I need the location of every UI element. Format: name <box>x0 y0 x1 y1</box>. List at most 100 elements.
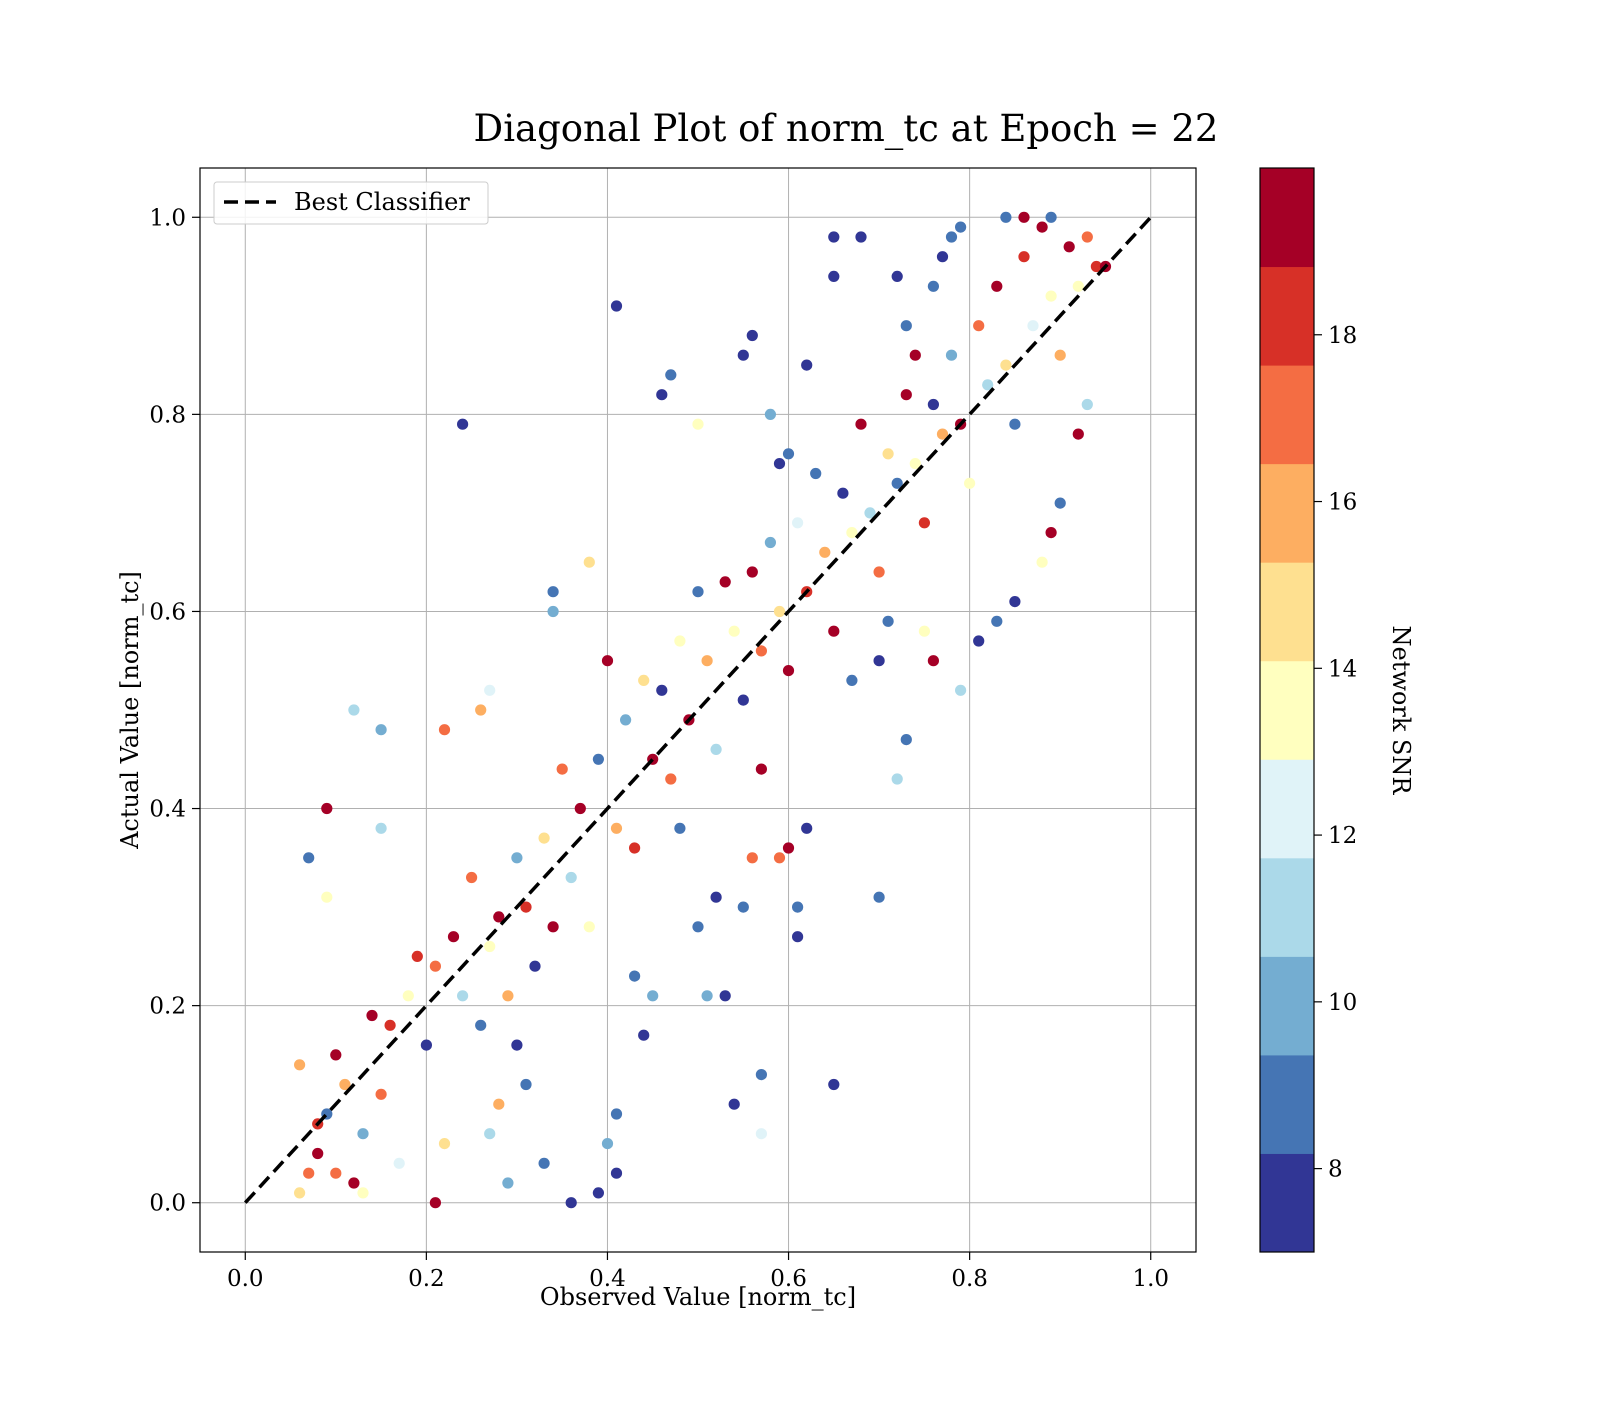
scatter-point <box>891 270 903 282</box>
scatter-point <box>620 714 632 726</box>
scatter-point <box>402 990 414 1002</box>
scatter-point <box>764 536 777 549</box>
scatter-point <box>900 734 912 746</box>
scatter-point <box>1045 527 1057 539</box>
scatter-point <box>511 1039 523 1051</box>
scatter-point <box>610 300 623 312</box>
scatter-point <box>565 1197 577 1209</box>
colorbar-tick-label: 16 <box>1328 490 1357 516</box>
scatter-point <box>909 349 921 361</box>
y-tick-label: 0.0 <box>149 1191 186 1217</box>
colorbar-tick-label: 10 <box>1328 990 1357 1016</box>
scatter-point <box>438 724 451 736</box>
scatter-point <box>773 852 786 864</box>
scatter-point <box>312 1147 324 1160</box>
scatter-point <box>538 1157 550 1169</box>
scatter-point <box>1036 221 1048 233</box>
scatter-point <box>1018 251 1030 263</box>
scatter-point <box>828 1078 840 1091</box>
scatter-point <box>1072 280 1084 292</box>
y-axis-label: Actual Value [norm_tc] <box>116 571 144 850</box>
colorbar-label: Network SNR <box>1387 626 1415 796</box>
scatter-point <box>701 655 713 667</box>
scatter-point <box>782 448 795 460</box>
scatter-point <box>547 605 559 618</box>
colorbar-frame <box>1259 167 1315 1253</box>
points-layer <box>294 211 1112 1209</box>
scatter-point <box>1009 418 1021 430</box>
scatter-point <box>601 1138 614 1150</box>
scatter-point <box>710 891 722 903</box>
scatter-point <box>755 763 768 775</box>
scatter-point <box>973 635 985 647</box>
x-tick-label: 0.8 <box>951 1266 988 1292</box>
scatter-point <box>882 448 894 460</box>
scatter-point <box>955 684 967 696</box>
scatter-point <box>719 576 731 588</box>
scatter-point <box>493 1098 505 1110</box>
legend-box <box>213 181 489 225</box>
scatter-point <box>574 802 586 815</box>
colorbar-segment <box>1260 266 1314 366</box>
scatter-point <box>918 625 931 637</box>
scatter-point <box>357 1128 369 1140</box>
colorbar-tick-label: 14 <box>1328 656 1357 682</box>
scatter-point <box>629 970 641 982</box>
scatter-point <box>891 477 903 489</box>
scatter-point <box>1081 231 1093 243</box>
legend-label: Best Classifier <box>294 188 470 216</box>
scatter-point <box>710 743 722 756</box>
scatter-point <box>964 477 976 489</box>
scatter-point <box>918 517 931 529</box>
scatter-point <box>348 1177 360 1189</box>
scatter-point <box>746 852 758 864</box>
colorbar-segment <box>1260 1153 1314 1253</box>
scatter-point <box>1036 556 1048 568</box>
colorbar-segment <box>1260 463 1314 563</box>
scatter-point <box>737 901 749 913</box>
scatter-point <box>927 280 940 292</box>
scatter-point <box>746 329 758 342</box>
scatter-point <box>629 842 641 854</box>
scatter-point <box>927 655 940 667</box>
best-classifier-line <box>243 216 1153 1204</box>
scatter-point <box>393 1157 405 1169</box>
scatter-point <box>692 418 704 430</box>
scatter-point <box>475 1019 487 1031</box>
scatter-point <box>782 842 795 854</box>
scatter-point <box>565 871 577 884</box>
scatter-point <box>674 822 686 834</box>
scatter-point <box>583 921 595 933</box>
x-axis-ticks: 0.0 0.2 0.4 0.6 0.8 1.0 <box>227 1252 1169 1292</box>
scatter-point <box>1063 241 1075 253</box>
colorbar-segment <box>1260 660 1314 760</box>
colorbar-tick-label: 12 <box>1328 823 1357 849</box>
scatter-point <box>1072 428 1084 440</box>
scatter-point <box>991 280 1003 292</box>
x-axis-label: Observed Value [norm_tc] <box>540 1283 856 1311</box>
scatter-point <box>366 1009 378 1022</box>
y-axis-ticks: 0.0 0.2 0.4 0.6 0.8 1.0 <box>149 205 200 1217</box>
y-tick-label: 0.6 <box>149 599 186 625</box>
scatter-point <box>792 517 804 529</box>
scatter-point <box>782 665 795 677</box>
x-tick-label: 0.6 <box>770 1266 807 1292</box>
scatter-point <box>755 645 768 657</box>
y-tick-label: 1.0 <box>149 205 186 231</box>
scatter-point <box>420 1039 432 1051</box>
scatter-point <box>1018 211 1030 223</box>
scatter-point <box>447 931 460 943</box>
scatter-point <box>900 320 912 332</box>
scatter-point <box>855 418 867 430</box>
scatter-point <box>647 990 659 1002</box>
scatter-point <box>484 1128 496 1140</box>
scatter-point <box>900 389 912 401</box>
scatter-point <box>511 852 523 864</box>
scatter-point <box>429 1197 441 1209</box>
scatter-point <box>973 320 985 332</box>
scatter-point <box>321 891 333 903</box>
scatter-point <box>330 1167 342 1179</box>
colorbar-segment <box>1260 1054 1314 1154</box>
scatter-point <box>348 704 360 716</box>
scatter-point <box>520 1078 532 1091</box>
